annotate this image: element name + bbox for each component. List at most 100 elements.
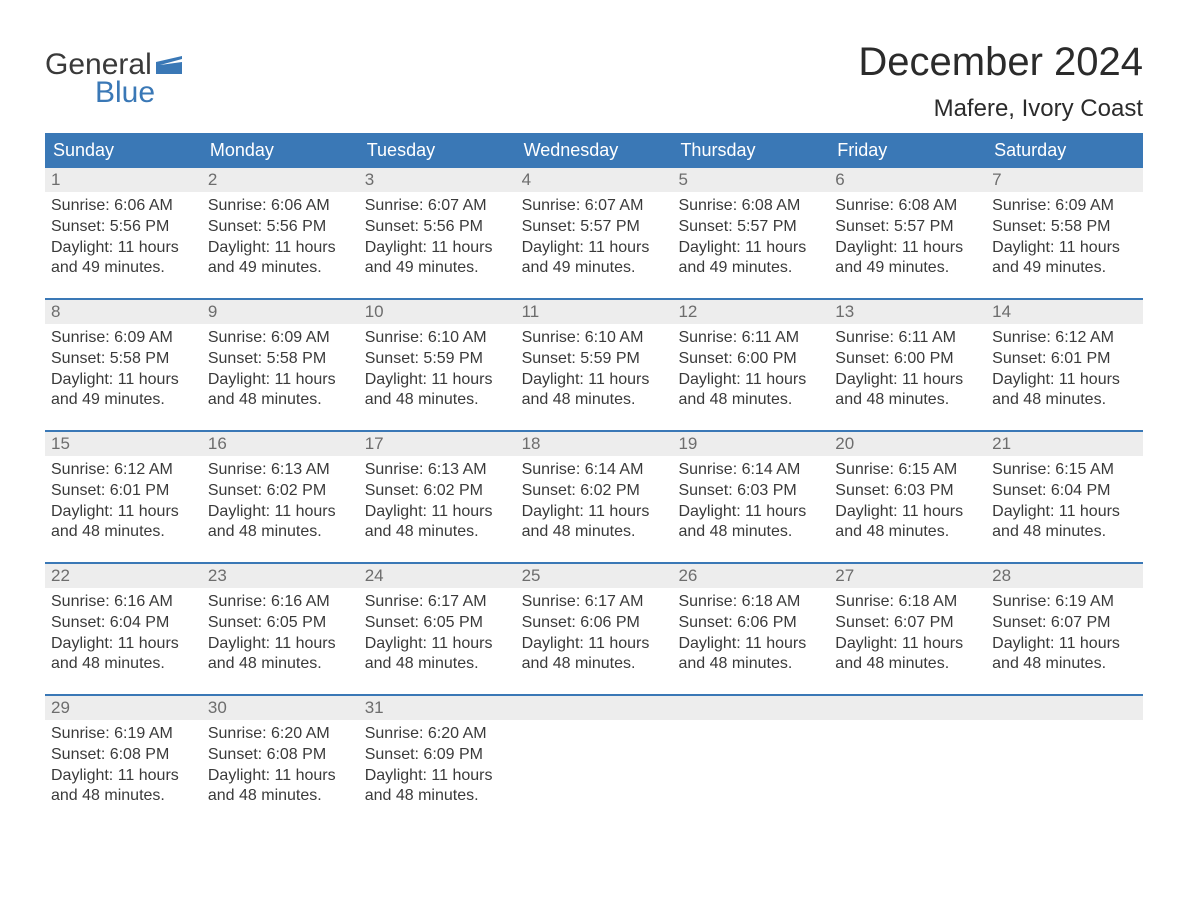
cell-body: Sunrise: 6:09 AMSunset: 5:58 PMDaylight:… <box>202 324 359 427</box>
calendar-cell: 8Sunrise: 6:09 AMSunset: 5:58 PMDaylight… <box>45 300 202 430</box>
daylight-line: Daylight: 11 hours and 48 minutes. <box>992 370 1137 412</box>
cell-body: Sunrise: 6:10 AMSunset: 5:59 PMDaylight:… <box>359 324 516 427</box>
day-number <box>672 696 829 720</box>
calendar-week: 15Sunrise: 6:12 AMSunset: 6:01 PMDayligh… <box>45 430 1143 562</box>
daylight-line: Daylight: 11 hours and 48 minutes. <box>365 634 510 676</box>
day-number <box>829 696 986 720</box>
day-number: 19 <box>672 432 829 456</box>
calendar-cell: 26Sunrise: 6:18 AMSunset: 6:06 PMDayligh… <box>672 564 829 694</box>
cell-body: Sunrise: 6:20 AMSunset: 6:09 PMDaylight:… <box>359 720 516 823</box>
day-number: 10 <box>359 300 516 324</box>
sunrise-line: Sunrise: 6:08 AM <box>835 196 980 217</box>
daylight-line: Daylight: 11 hours and 48 minutes. <box>365 766 510 808</box>
calendar-cell: 30Sunrise: 6:20 AMSunset: 6:08 PMDayligh… <box>202 696 359 826</box>
day-number: 22 <box>45 564 202 588</box>
daylight-line: Daylight: 11 hours and 48 minutes. <box>678 634 823 676</box>
cell-body: Sunrise: 6:06 AMSunset: 5:56 PMDaylight:… <box>202 192 359 295</box>
sunrise-line: Sunrise: 6:16 AM <box>51 592 196 613</box>
day-number: 20 <box>829 432 986 456</box>
calendar-cell: 7Sunrise: 6:09 AMSunset: 5:58 PMDaylight… <box>986 168 1143 298</box>
calendar-cell: 24Sunrise: 6:17 AMSunset: 6:05 PMDayligh… <box>359 564 516 694</box>
sunset-line: Sunset: 5:57 PM <box>835 217 980 238</box>
sunset-line: Sunset: 6:01 PM <box>51 481 196 502</box>
day-number: 21 <box>986 432 1143 456</box>
cell-body: Sunrise: 6:13 AMSunset: 6:02 PMDaylight:… <box>202 456 359 559</box>
cell-body: Sunrise: 6:18 AMSunset: 6:07 PMDaylight:… <box>829 588 986 691</box>
day-number: 13 <box>829 300 986 324</box>
sunrise-line: Sunrise: 6:12 AM <box>992 328 1137 349</box>
sunrise-line: Sunrise: 6:13 AM <box>365 460 510 481</box>
sunset-line: Sunset: 6:02 PM <box>365 481 510 502</box>
cell-body: Sunrise: 6:18 AMSunset: 6:06 PMDaylight:… <box>672 588 829 691</box>
day-number: 30 <box>202 696 359 720</box>
sunset-line: Sunset: 6:06 PM <box>678 613 823 634</box>
daylight-line: Daylight: 11 hours and 48 minutes. <box>678 502 823 544</box>
daylight-line: Daylight: 11 hours and 49 minutes. <box>208 238 353 280</box>
cell-body: Sunrise: 6:07 AMSunset: 5:56 PMDaylight:… <box>359 192 516 295</box>
title-block: December 2024 Mafere, Ivory Coast <box>858 40 1143 123</box>
sunrise-line: Sunrise: 6:17 AM <box>365 592 510 613</box>
calendar-cell: 22Sunrise: 6:16 AMSunset: 6:04 PMDayligh… <box>45 564 202 694</box>
cell-body: Sunrise: 6:15 AMSunset: 6:04 PMDaylight:… <box>986 456 1143 559</box>
calendar-cell: 11Sunrise: 6:10 AMSunset: 5:59 PMDayligh… <box>516 300 673 430</box>
daylight-line: Daylight: 11 hours and 48 minutes. <box>522 370 667 412</box>
month-title: December 2024 <box>858 40 1143 85</box>
sunrise-line: Sunrise: 6:13 AM <box>208 460 353 481</box>
daylight-line: Daylight: 11 hours and 48 minutes. <box>208 766 353 808</box>
sunset-line: Sunset: 6:07 PM <box>992 613 1137 634</box>
daylight-line: Daylight: 11 hours and 48 minutes. <box>208 502 353 544</box>
weekday-header: Monday <box>202 133 359 168</box>
location-subtitle: Mafere, Ivory Coast <box>858 95 1143 123</box>
cell-body: Sunrise: 6:12 AMSunset: 6:01 PMDaylight:… <box>45 456 202 559</box>
cell-body: Sunrise: 6:10 AMSunset: 5:59 PMDaylight:… <box>516 324 673 427</box>
sunset-line: Sunset: 5:57 PM <box>522 217 667 238</box>
cell-body: Sunrise: 6:17 AMSunset: 6:06 PMDaylight:… <box>516 588 673 691</box>
sunrise-line: Sunrise: 6:15 AM <box>835 460 980 481</box>
daylight-line: Daylight: 11 hours and 49 minutes. <box>992 238 1137 280</box>
calendar-cell: 16Sunrise: 6:13 AMSunset: 6:02 PMDayligh… <box>202 432 359 562</box>
cell-body: Sunrise: 6:08 AMSunset: 5:57 PMDaylight:… <box>829 192 986 295</box>
calendar-week: 1Sunrise: 6:06 AMSunset: 5:56 PMDaylight… <box>45 168 1143 298</box>
sunset-line: Sunset: 6:00 PM <box>678 349 823 370</box>
calendar-cell: 25Sunrise: 6:17 AMSunset: 6:06 PMDayligh… <box>516 564 673 694</box>
sunset-line: Sunset: 6:04 PM <box>51 613 196 634</box>
sunrise-line: Sunrise: 6:10 AM <box>522 328 667 349</box>
sunset-line: Sunset: 6:09 PM <box>365 745 510 766</box>
sunset-line: Sunset: 5:56 PM <box>208 217 353 238</box>
cell-body: Sunrise: 6:19 AMSunset: 6:08 PMDaylight:… <box>45 720 202 823</box>
logo: General Blue <box>45 40 182 110</box>
calendar-week: 8Sunrise: 6:09 AMSunset: 5:58 PMDaylight… <box>45 298 1143 430</box>
sunset-line: Sunset: 6:03 PM <box>678 481 823 502</box>
sunrise-line: Sunrise: 6:09 AM <box>51 328 196 349</box>
calendar-cell: 15Sunrise: 6:12 AMSunset: 6:01 PMDayligh… <box>45 432 202 562</box>
cell-body: Sunrise: 6:09 AMSunset: 5:58 PMDaylight:… <box>986 192 1143 295</box>
sunset-line: Sunset: 5:58 PM <box>208 349 353 370</box>
daylight-line: Daylight: 11 hours and 48 minutes. <box>835 502 980 544</box>
cell-body: Sunrise: 6:14 AMSunset: 6:02 PMDaylight:… <box>516 456 673 559</box>
daylight-line: Daylight: 11 hours and 48 minutes. <box>51 766 196 808</box>
cell-body: Sunrise: 6:08 AMSunset: 5:57 PMDaylight:… <box>672 192 829 295</box>
cell-body: Sunrise: 6:19 AMSunset: 6:07 PMDaylight:… <box>986 588 1143 691</box>
calendar-cell: 20 Sunrise: 6:15 AMSunset: 6:03 PMDayligh… <box>829 432 986 562</box>
weeks-container: 1Sunrise: 6:06 AMSunset: 5:56 PMDaylight… <box>45 168 1143 826</box>
calendar-cell <box>829 696 986 826</box>
sunrise-line: Sunrise: 6:08 AM <box>678 196 823 217</box>
calendar-week: 22 Sunrise: 6:16 AMSunset: 6:04 PM Dayligh… <box>45 562 1143 694</box>
sunrise-line: Sunrise: 6:15 AM <box>992 460 1137 481</box>
day-number: 25 <box>516 564 673 588</box>
calendar-cell: 2Sunrise: 6:06 AMSunset: 5:56 PMDaylight… <box>202 168 359 298</box>
sunset-line: Sunset: 6:08 PM <box>51 745 196 766</box>
daylight-line: Daylight: 11 hours and 49 minutes. <box>51 370 196 412</box>
day-number: 26 <box>672 564 829 588</box>
cell-body: Sunrise: 6:06 AMSunset: 5:56 PMDaylight:… <box>45 192 202 295</box>
calendar-cell: 18Sunrise: 6:14 AMSunset: 6:02 PMDayligh… <box>516 432 673 562</box>
day-number: 16 <box>202 432 359 456</box>
calendar-cell: 31Sunrise: 6:20 AMSunset: 6:09 PMDayligh… <box>359 696 516 826</box>
sunrise-line: Sunrise: 6:19 AM <box>51 724 196 745</box>
sunset-line: Sunset: 5:56 PM <box>51 217 196 238</box>
sunset-line: Sunset: 6:03 PM <box>835 481 980 502</box>
day-number: 28 <box>986 564 1143 588</box>
daylight-line: Daylight: 11 hours and 49 minutes. <box>522 238 667 280</box>
daylight-line: Daylight: 11 hours and 48 minutes. <box>51 502 196 544</box>
daylight-line: Daylight: 11 hours and 48 minutes. <box>678 370 823 412</box>
